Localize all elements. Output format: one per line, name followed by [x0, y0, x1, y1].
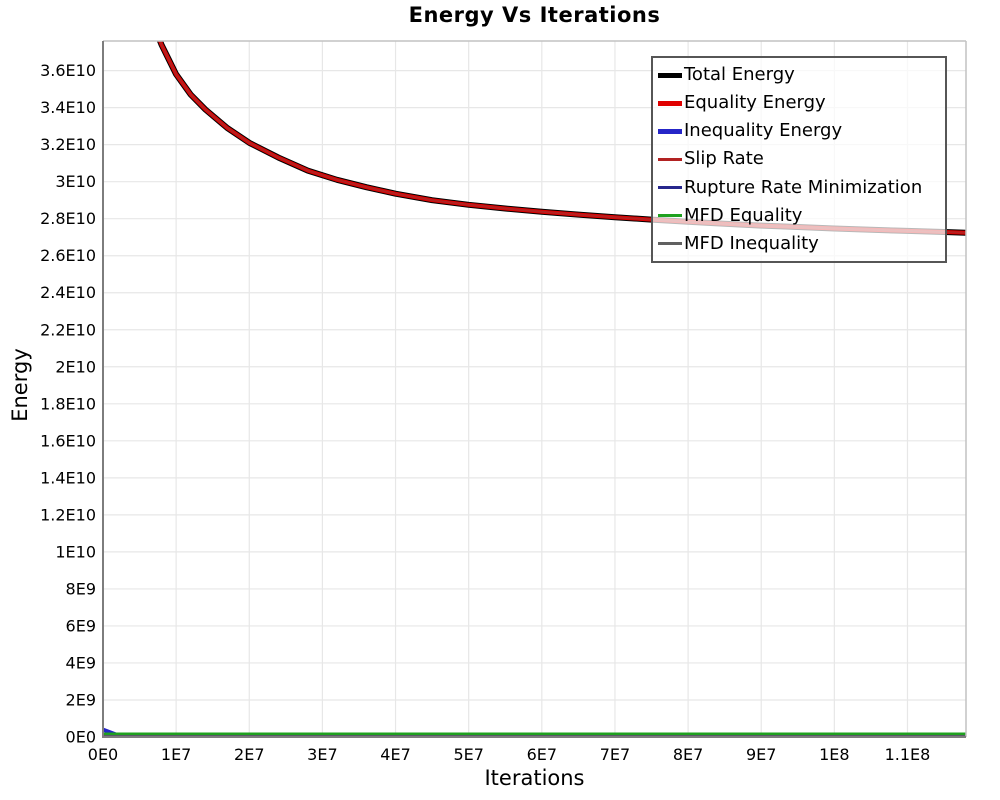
legend-swatch-line: [658, 186, 682, 190]
legend-item-equality-energy: Equality Energy: [658, 89, 940, 117]
y-tick-label: 2.8E10: [40, 209, 96, 228]
x-axis-tick-labels: 0E0 1E7 2E7 3E7 4E7 5E7 6E7 7E7 8E7 9E7 1E8 1.1E8: [88, 745, 931, 764]
y-tick-label: 1E10: [55, 542, 96, 561]
y-tick-label: 3.4E10: [40, 98, 96, 117]
x-tick-label: 0E0: [88, 745, 118, 764]
x-tick-label: 5E7: [453, 745, 483, 764]
x-tick-label: 4E7: [380, 745, 410, 764]
y-tick-label: 6E9: [66, 616, 96, 635]
y-tick-label: 1.6E10: [40, 431, 96, 450]
y-tick-label: 4E9: [66, 653, 96, 672]
legend-swatch-line: [658, 100, 682, 106]
y-tick-label: 1.8E10: [40, 394, 96, 413]
legend-item-mfd-equality: MFD Equality: [658, 202, 940, 230]
y-tick-label: 3.6E10: [40, 61, 96, 80]
chart-title: Energy Vs Iterations: [408, 3, 661, 27]
y-tick-label: 2E10: [55, 357, 96, 376]
y-tick-label: 3.2E10: [40, 135, 96, 154]
x-tick-label: 1E8: [819, 745, 849, 764]
y-axis-label: Energy: [8, 348, 32, 422]
legend-label: Rupture Rate Minimization: [684, 176, 923, 198]
x-tick-label: 1E7: [161, 745, 191, 764]
legend-swatch-line: [658, 72, 682, 78]
legend-swatch-line: [658, 157, 682, 161]
legend-item-inequality-energy: Inequality Energy: [658, 117, 940, 145]
x-tick-label: 9E7: [746, 745, 776, 764]
y-tick-label: 2.6E10: [40, 246, 96, 265]
y-axis-tick-labels: 0E0 2E9 4E9 6E9 8E9 1E10 1.2E10 1.4E10 1.6E10 1.8…: [40, 61, 96, 746]
legend-label: MFD Equality: [684, 204, 803, 226]
x-tick-label: 2E7: [234, 745, 264, 764]
legend-label: Equality Energy: [684, 92, 826, 114]
y-tick-label: 2.4E10: [40, 283, 96, 302]
x-tick-label: 7E7: [600, 745, 630, 764]
legend-item-total-energy: Total Energy: [658, 61, 940, 89]
y-tick-label: 2E9: [66, 690, 96, 709]
legend-label: MFD Inequality: [684, 232, 819, 254]
legend-swatch-line: [658, 128, 682, 134]
legend-label: Total Energy: [684, 64, 795, 86]
legend-label: Inequality Energy: [684, 120, 843, 142]
x-tick-label: 1.1E8: [885, 745, 931, 764]
legend-item-slip-rate: Slip Rate: [658, 145, 940, 173]
y-tick-label: 2.2E10: [40, 320, 96, 339]
x-axis-label: Iterations: [484, 766, 585, 790]
legend-item-rupture-rate-minimization: Rupture Rate Minimization: [658, 174, 940, 202]
legend-label: Slip Rate: [684, 148, 764, 170]
legend-swatch-line: [658, 242, 682, 246]
x-tick-label: 6E7: [527, 745, 557, 764]
legend-item-mfd-inequality: MFD Inequality: [658, 230, 940, 258]
y-tick-label: 1.2E10: [40, 505, 96, 524]
x-tick-label: 8E7: [673, 745, 703, 764]
chart-legend: Total Energy Equality Energy Inequality En…: [651, 56, 947, 263]
y-tick-label: 0E0: [66, 728, 96, 747]
y-tick-label: 3E10: [55, 172, 96, 191]
y-tick-label: 1.4E10: [40, 468, 96, 487]
x-tick-label: 3E7: [307, 745, 337, 764]
legend-swatch-line: [658, 214, 682, 218]
y-tick-label: 8E9: [66, 579, 96, 598]
